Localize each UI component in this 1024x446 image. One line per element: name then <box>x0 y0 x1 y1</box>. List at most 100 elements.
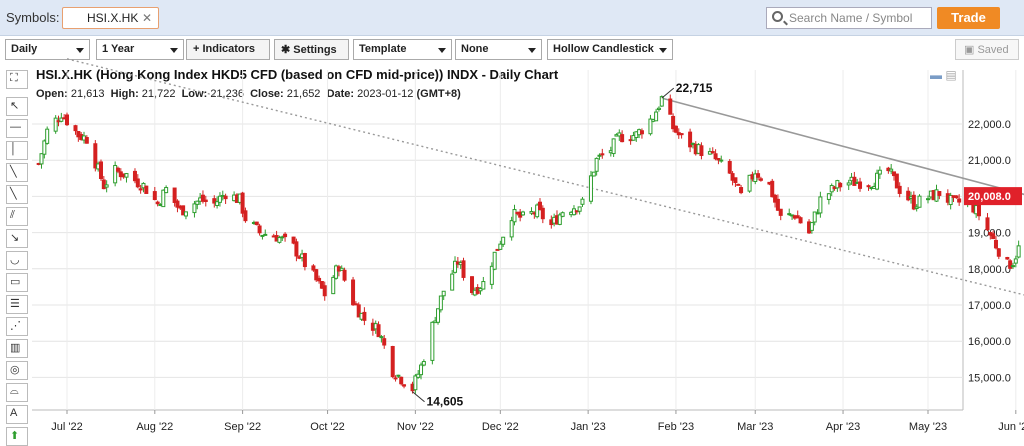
candle-down <box>203 199 208 202</box>
candle-up <box>1013 258 1018 264</box>
candle-up <box>453 260 458 273</box>
symbol-search[interactable] <box>766 7 932 29</box>
arrow-line-tool[interactable]: ↘ <box>6 229 28 248</box>
x-tick-label: Sep '22 <box>224 421 261 433</box>
candle-down <box>65 114 69 126</box>
ray-tool[interactable]: ╲ <box>6 185 28 204</box>
channel-trendline <box>66 58 1024 296</box>
candle-up <box>481 281 486 290</box>
period-dropdown[interactable]: Daily <box>5 39 90 60</box>
vline-tool[interactable]: │ <box>6 141 28 160</box>
y-tick-label: 18,000.0 <box>968 264 1011 276</box>
candle-up <box>577 206 582 212</box>
y-tick-label: 15,000.0 <box>968 372 1011 384</box>
candle-down <box>688 131 693 148</box>
chart-style-dropdown[interactable]: Hollow Candlestick <box>547 39 673 60</box>
candle-up <box>498 243 503 250</box>
candle-up <box>489 265 494 285</box>
rectangle-tool[interactable]: ▭ <box>6 273 28 292</box>
print-icon[interactable]: ▤ <box>945 68 957 82</box>
vline-icon: │ <box>10 143 17 155</box>
candle-down <box>322 285 327 297</box>
candle-down <box>852 176 857 186</box>
fan-tool[interactable]: ⋰ <box>6 317 28 336</box>
candle-up <box>164 187 169 194</box>
compare-dropdown[interactable]: None <box>455 39 542 60</box>
chart-style-value: Hollow Candlestick <box>553 43 654 55</box>
candle-down <box>317 277 322 282</box>
candle-down <box>200 194 205 202</box>
gann-tool[interactable]: ▥ <box>6 339 28 358</box>
trendline-icon: ╲ <box>10 166 17 178</box>
gann-icon: ▥ <box>10 342 21 354</box>
candle-up <box>441 290 446 297</box>
indicators-button[interactable]: + Indicators <box>186 39 270 60</box>
cursor-tool[interactable]: ↖ <box>6 97 28 116</box>
channel-tool[interactable]: ⫽ <box>6 207 28 226</box>
candle-up <box>421 361 426 366</box>
annotation-pointer <box>661 87 675 99</box>
x-tick-label: May '23 <box>909 421 947 433</box>
candle-up <box>812 211 817 223</box>
range-dropdown[interactable]: 1 Year <box>96 39 184 60</box>
x-tick-label: Nov '22 <box>397 421 434 433</box>
close-icon[interactable]: ✕ <box>141 11 152 25</box>
trade-button[interactable]: Trade <box>937 7 1000 29</box>
fib-arc-tool[interactable]: ⌓ <box>6 383 28 402</box>
candle-down <box>243 210 248 222</box>
channel-icon: ⫽ <box>10 209 15 221</box>
x-tick-label: Apr '23 <box>826 421 861 433</box>
indicators-label: Indicators <box>202 43 256 55</box>
candle-up <box>331 276 336 295</box>
trendline-tool[interactable]: ╲ <box>6 163 28 182</box>
candle-down <box>495 248 500 251</box>
last-price-tag <box>964 187 1022 206</box>
candle-up <box>263 233 268 236</box>
candle-up <box>588 175 593 202</box>
candle-up <box>654 111 659 122</box>
template-dropdown[interactable]: Template <box>353 39 452 60</box>
text-tool[interactable]: A <box>6 405 28 424</box>
candle-down <box>957 198 962 203</box>
image-icon[interactable]: ▬ <box>930 68 942 82</box>
candle-down <box>858 181 863 189</box>
annotation-pointer <box>412 391 425 403</box>
candle-up <box>416 373 421 378</box>
cursor-icon: ↖ <box>10 100 20 112</box>
candle-down <box>773 194 778 203</box>
candle-down <box>311 265 316 271</box>
search-input[interactable] <box>789 10 929 26</box>
candle-up <box>334 265 339 279</box>
candle-down <box>138 188 143 191</box>
hline-tool[interactable]: — <box>6 119 28 138</box>
open-label: Open: <box>36 88 68 100</box>
candle-up <box>277 237 282 243</box>
candle-up <box>492 251 497 270</box>
symbol-chip[interactable]: HSI.X.HK ✕ <box>62 7 159 29</box>
period-value: Daily <box>11 43 38 55</box>
ellipse-tool[interactable]: ◎ <box>6 361 28 380</box>
fib-retracement-tool[interactable]: ☰ <box>6 295 28 314</box>
candle-up <box>396 374 401 377</box>
candle-up <box>59 117 64 122</box>
settings-button[interactable]: ✱ Settings <box>274 39 349 60</box>
candle-up <box>113 164 118 184</box>
candle-down <box>461 260 466 278</box>
last-price-label: 20,008.0 <box>968 191 1011 203</box>
crosshair-tool[interactable]: ⛶ <box>6 70 28 89</box>
arc-tool[interactable]: ◡ <box>6 251 28 270</box>
candle-down <box>362 311 367 321</box>
candle-up <box>124 173 129 178</box>
x-tick-label: Jun '23 <box>998 421 1024 433</box>
saved-button[interactable]: ▣ Saved <box>955 39 1019 60</box>
candle-down <box>294 241 299 257</box>
candle-down <box>798 217 803 224</box>
candle-down <box>795 215 800 219</box>
candle-down <box>775 198 780 211</box>
y-tick-label: 21,000.0 <box>968 155 1011 167</box>
candle-up <box>648 118 653 135</box>
ohlc-readout: Open: 21,613 High: 21,722 Low: 21,236 Cl… <box>36 88 461 100</box>
candle-down <box>639 130 644 135</box>
y-tick-label: 17,000.0 <box>968 300 1011 312</box>
